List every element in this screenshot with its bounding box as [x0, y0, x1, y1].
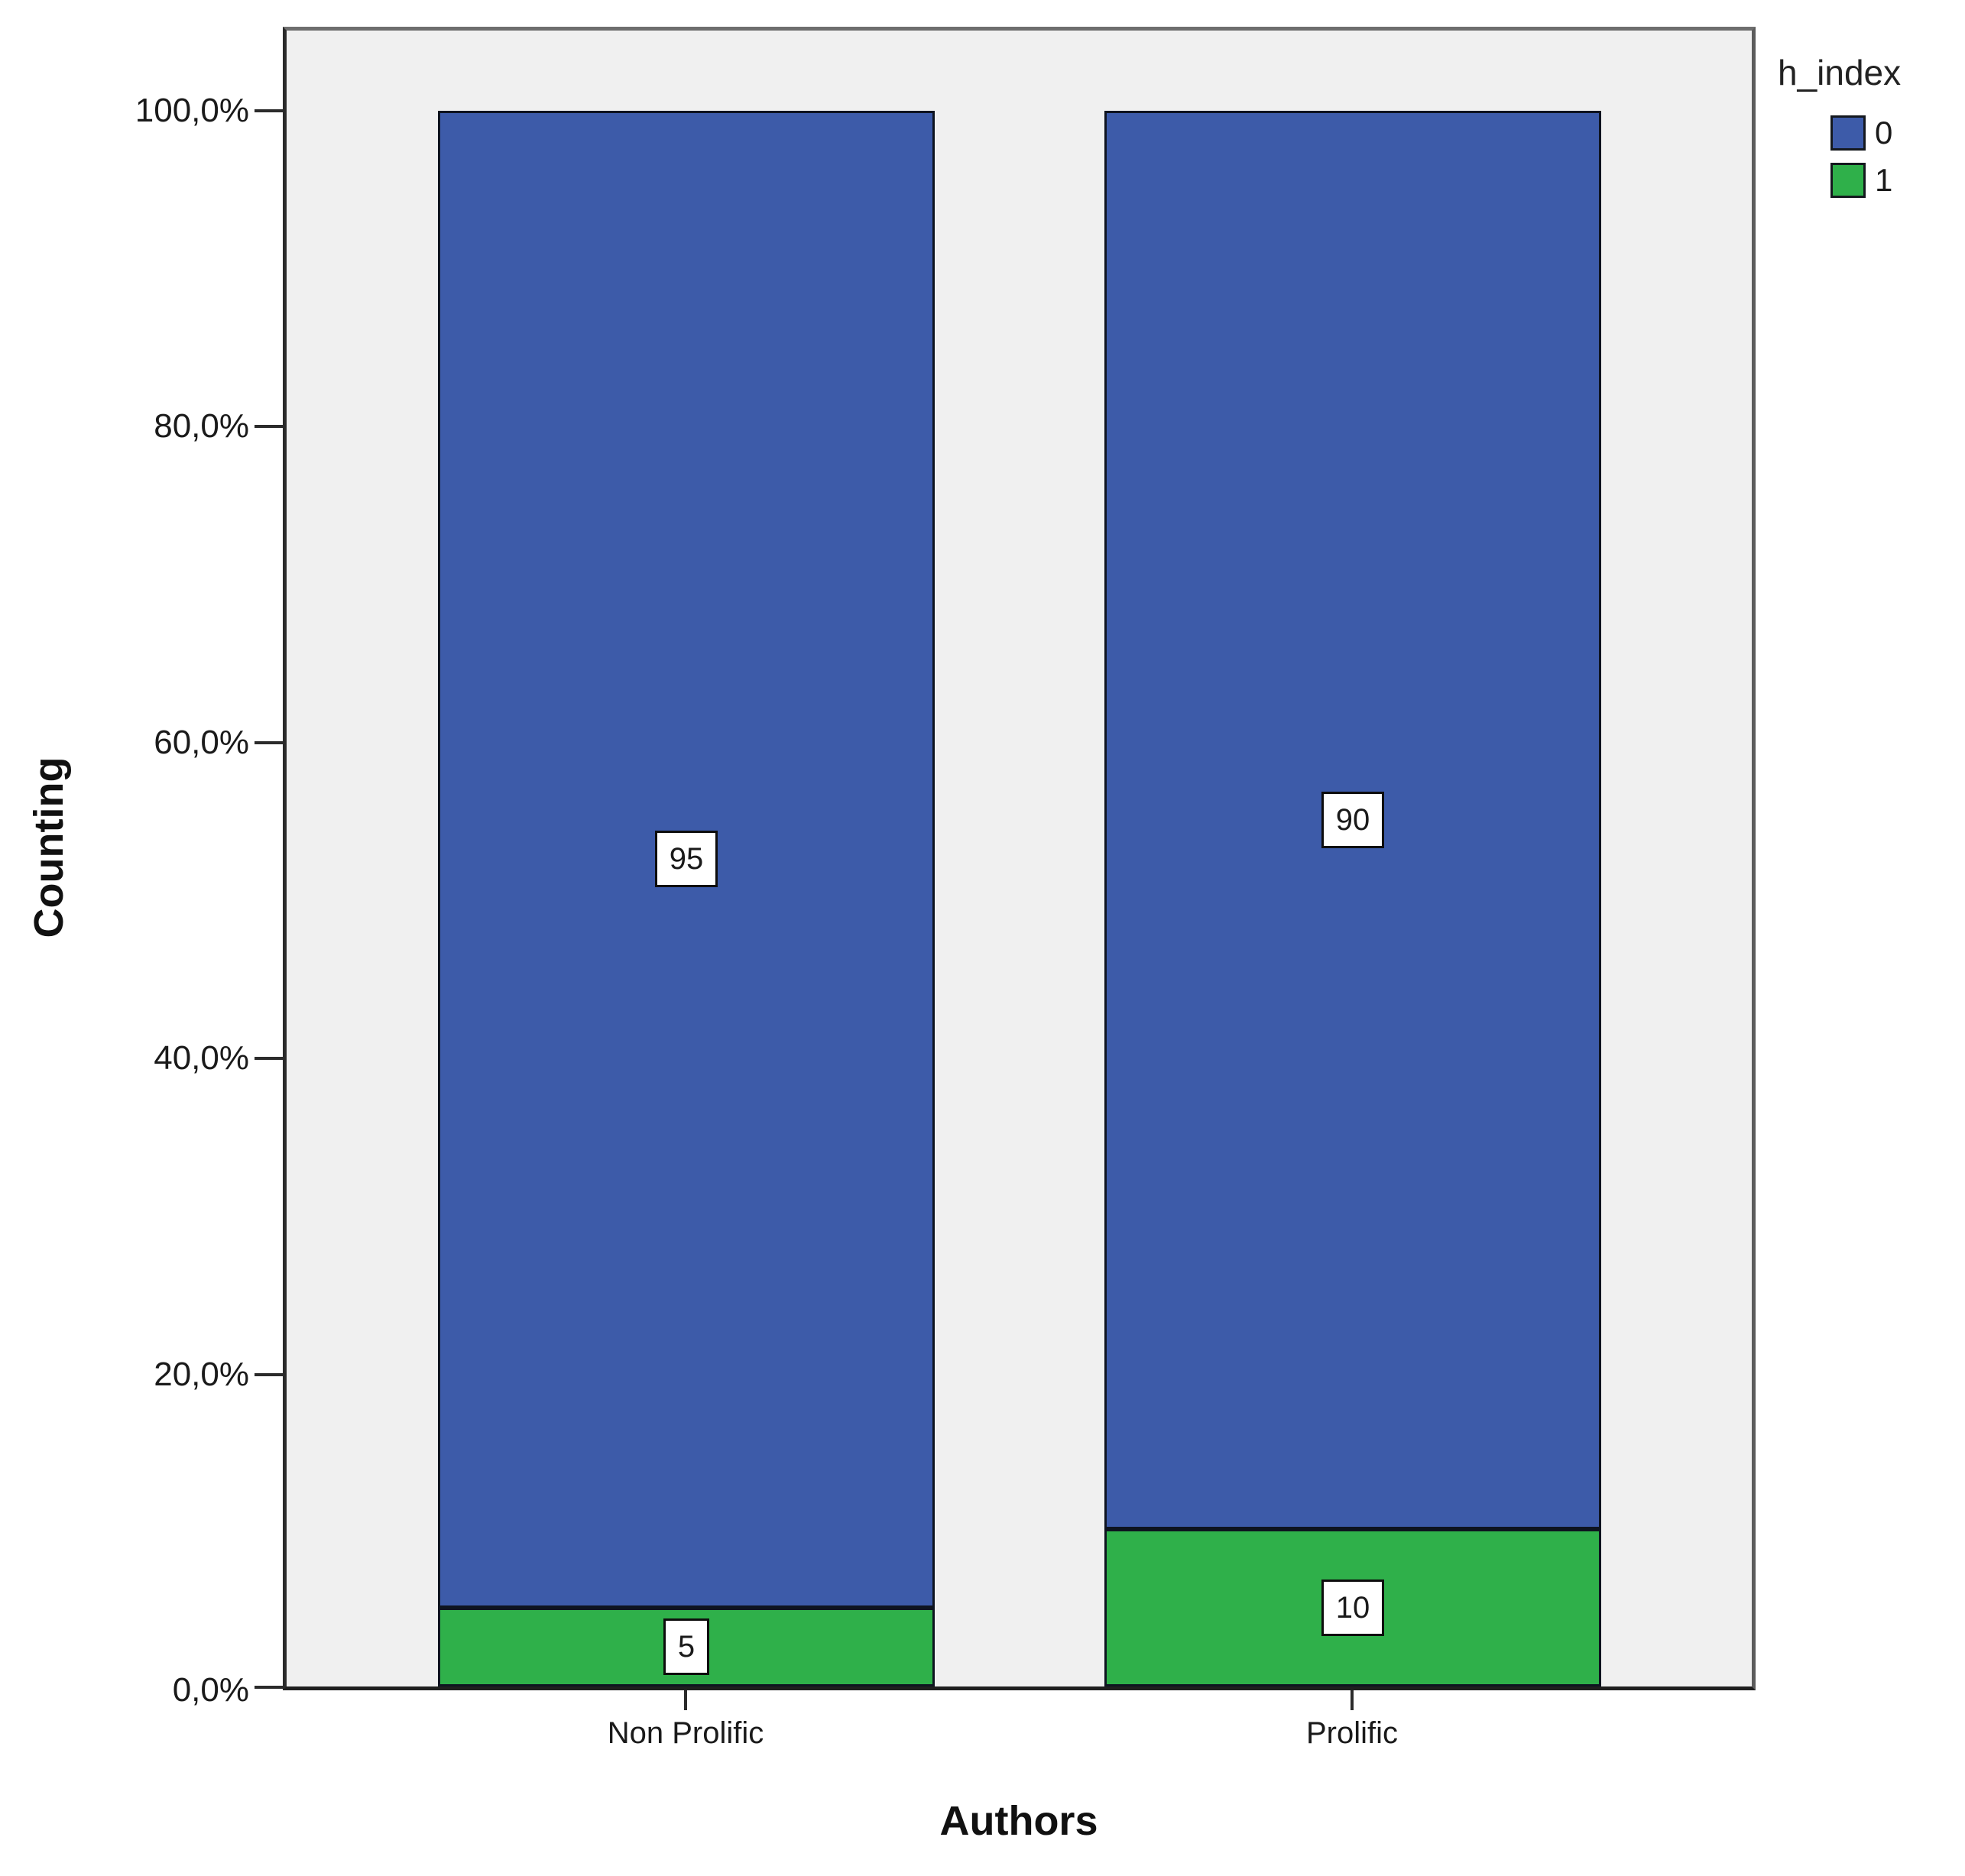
y-axis-title: Counting	[26, 757, 72, 938]
plot-inner: 95 5 90 10	[287, 31, 1752, 1686]
y-tick-60	[255, 741, 283, 744]
legend-swatch-blue-icon	[1830, 115, 1866, 151]
legend-swatch-green-icon	[1830, 163, 1866, 198]
legend: h_index 0 1	[1778, 52, 1965, 209]
y-tick-label-40: 40,0%	[154, 1039, 249, 1077]
bar-segment-non-prolific-hindex-0: 95	[438, 111, 935, 1608]
x-axis-title: Authors	[939, 1798, 1098, 1844]
y-tick-label-20: 20,0%	[154, 1356, 249, 1393]
y-tick-label-100: 100,0%	[135, 92, 249, 129]
x-category-label-prolific: Prolific	[1305, 1716, 1399, 1750]
legend-item-label-1: 1	[1875, 162, 1893, 198]
y-tick-40	[255, 1057, 283, 1060]
bar-non-prolific: 95 5	[438, 111, 935, 1686]
plot-area: 95 5 90 10	[283, 27, 1756, 1690]
legend-item-hindex-0: 0	[1830, 115, 1965, 151]
y-tick-label-0: 0,0%	[172, 1671, 249, 1709]
x-tick-non-prolific	[684, 1690, 687, 1710]
bar-segment-non-prolific-hindex-1: 5	[438, 1607, 935, 1686]
y-tick-20	[255, 1373, 283, 1376]
value-label-non-prolific-hindex-1: 5	[663, 1618, 710, 1676]
bar-segment-prolific-hindex-1: 10	[1104, 1528, 1601, 1686]
legend-item-label-0: 0	[1875, 115, 1893, 151]
value-label-prolific-hindex-1: 10	[1321, 1579, 1385, 1636]
x-tick-prolific	[1351, 1690, 1354, 1710]
bar-segment-prolific-hindex-0: 90	[1104, 111, 1601, 1529]
legend-item-hindex-1: 1	[1830, 162, 1965, 199]
value-label-prolific-hindex-0: 90	[1321, 791, 1385, 848]
legend-title: h_index	[1778, 53, 1902, 92]
y-tick-100	[255, 109, 283, 112]
y-tick-80	[255, 425, 283, 428]
x-category-label-non-prolific: Non Prolific	[607, 1716, 764, 1750]
y-tick-0	[255, 1686, 283, 1689]
bar-prolific: 90 10	[1104, 111, 1601, 1686]
value-label-non-prolific-hindex-0: 95	[654, 831, 718, 888]
y-tick-label-80: 80,0%	[154, 407, 249, 445]
y-tick-label-60: 60,0%	[154, 724, 249, 761]
